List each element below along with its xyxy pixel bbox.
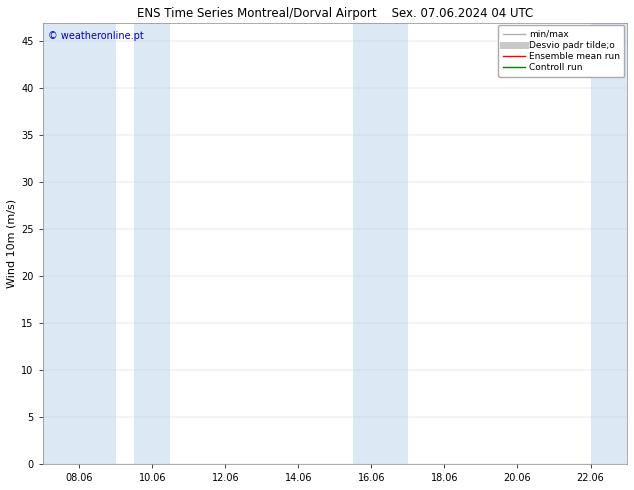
Legend: min/max, Desvio padr tilde;o, Ensemble mean run, Controll run: min/max, Desvio padr tilde;o, Ensemble m…: [498, 25, 624, 77]
Text: © weatheronline.pt: © weatheronline.pt: [48, 31, 144, 41]
Title: ENS Time Series Montreal/Dorval Airport    Sex. 07.06.2024 04 UTC: ENS Time Series Montreal/Dorval Airport …: [137, 7, 533, 20]
Bar: [590, 23, 627, 464]
Bar: [42, 23, 115, 464]
Bar: [134, 23, 171, 464]
Bar: [353, 23, 408, 464]
Y-axis label: Wind 10m (m/s): Wind 10m (m/s): [7, 199, 17, 288]
